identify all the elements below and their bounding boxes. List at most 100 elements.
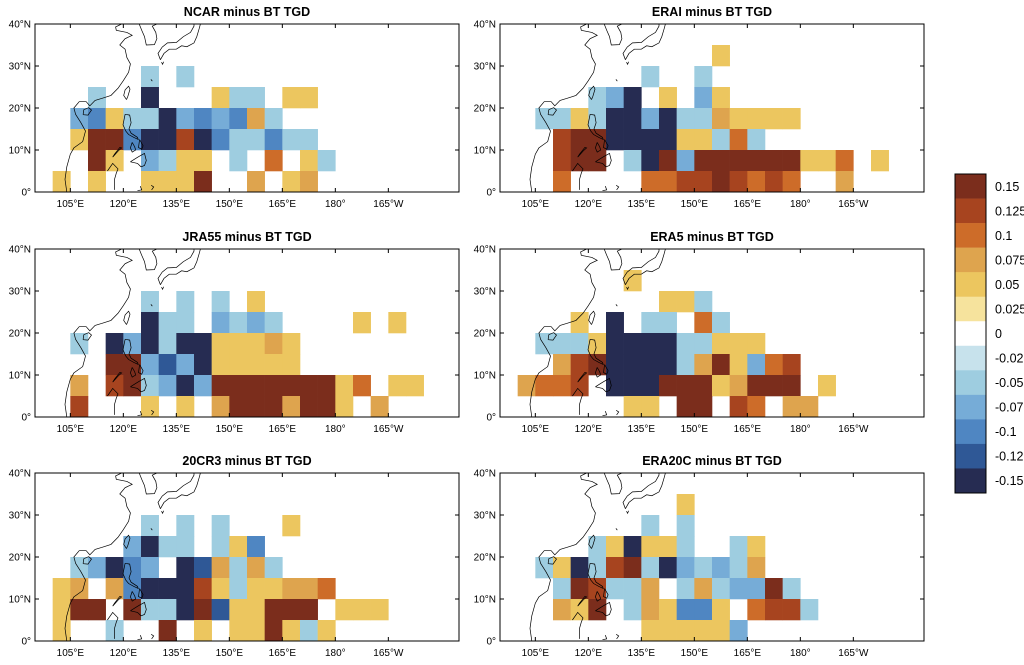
heatmap-cell bbox=[282, 129, 301, 151]
panel-title: JRA55 minus BT TGD bbox=[182, 230, 311, 244]
heatmap-cell bbox=[300, 87, 318, 109]
heatmap-cell bbox=[659, 150, 677, 172]
lon-tick-label: 135°E bbox=[163, 199, 191, 210]
heatmap-cell bbox=[694, 333, 713, 355]
heatmap-cell bbox=[335, 599, 354, 621]
heatmap-cell bbox=[105, 108, 124, 130]
heatmap-cell bbox=[712, 620, 730, 641]
heatmap-cell bbox=[765, 599, 783, 621]
heatmap-cell bbox=[105, 129, 124, 151]
coastline bbox=[161, 286, 164, 291]
coastline bbox=[138, 24, 158, 46]
heatmap-cell bbox=[229, 354, 248, 376]
heatmap-cell bbox=[282, 515, 301, 537]
heatmap-cell bbox=[553, 333, 571, 355]
heatmap-cell bbox=[282, 87, 301, 109]
colorbar-swatch bbox=[955, 198, 986, 224]
heatmap-cell bbox=[229, 536, 248, 558]
heatmap-cell bbox=[229, 150, 248, 172]
heatmap-cell bbox=[588, 578, 607, 600]
lon-tick-label: 165°E bbox=[734, 199, 762, 210]
heatmap-cell bbox=[659, 599, 677, 621]
heatmap-cell bbox=[694, 396, 713, 417]
lon-tick-label: 105°E bbox=[522, 648, 550, 659]
heatmap-cell bbox=[641, 396, 660, 417]
panel-title: NCAR minus BT TGD bbox=[184, 5, 310, 19]
heatmap-cell bbox=[388, 312, 407, 334]
heatmap-cell bbox=[229, 578, 248, 600]
heatmap-cell bbox=[282, 578, 301, 600]
heatmap-cell bbox=[123, 578, 142, 600]
heatmap-cell bbox=[606, 333, 624, 355]
heatmap-cell bbox=[641, 129, 660, 151]
lat-tick-label: 40°N bbox=[9, 469, 31, 480]
heatmap-cell bbox=[282, 171, 301, 192]
heatmap-cell bbox=[176, 150, 195, 172]
lon-tick-label: 135°E bbox=[628, 648, 656, 659]
coastline bbox=[603, 24, 623, 46]
heatmap-cell bbox=[282, 375, 301, 397]
heatmap-cell bbox=[70, 375, 89, 397]
heatmap-cell bbox=[641, 375, 660, 397]
heatmap-cell bbox=[765, 578, 783, 600]
heatmap-cell bbox=[588, 557, 607, 579]
heatmap-cell bbox=[659, 354, 677, 376]
heatmap-cell bbox=[641, 578, 660, 600]
heatmap-cell bbox=[264, 150, 283, 172]
heatmap-cell bbox=[623, 108, 642, 130]
coastline bbox=[588, 534, 596, 549]
lon-tick-label: 150°E bbox=[681, 648, 709, 659]
heatmap-cell bbox=[676, 291, 695, 313]
coastline bbox=[622, 473, 660, 509]
coastline bbox=[572, 162, 584, 190]
heatmap-cell bbox=[553, 557, 571, 579]
heatmap-cell bbox=[158, 354, 177, 376]
heatmap-cell bbox=[641, 557, 660, 579]
heatmap-cell bbox=[729, 129, 748, 151]
heatmap-cell bbox=[264, 333, 283, 355]
lon-tick-label: 165°W bbox=[373, 424, 404, 435]
coastline bbox=[64, 24, 133, 192]
coastline bbox=[626, 286, 629, 291]
heatmap-cell bbox=[606, 129, 624, 151]
heatmap-cell bbox=[158, 375, 177, 397]
heatmap-cell bbox=[553, 108, 571, 130]
heatmap-cell bbox=[105, 578, 124, 600]
heatmap-cell bbox=[247, 291, 265, 313]
coastline bbox=[615, 304, 618, 307]
coastline bbox=[123, 534, 131, 549]
heatmap-cell bbox=[282, 354, 301, 376]
heatmap-cell bbox=[194, 108, 212, 130]
heatmap-cell bbox=[517, 375, 536, 397]
heatmap-cell bbox=[641, 333, 660, 355]
lon-tick-label: 120°E bbox=[575, 199, 603, 210]
coastline bbox=[137, 185, 143, 192]
colorbar-swatch bbox=[955, 174, 986, 199]
heatmap-cell bbox=[712, 150, 730, 172]
heatmap-cell bbox=[264, 108, 283, 130]
heatmap-cell bbox=[317, 578, 336, 600]
heatmap-cell bbox=[353, 312, 371, 334]
lat-tick-label: 30°N bbox=[474, 287, 496, 298]
coastline bbox=[572, 387, 584, 415]
heatmap-cell bbox=[676, 375, 695, 397]
heatmap-cell bbox=[535, 333, 554, 355]
heatmap-cell bbox=[194, 150, 212, 172]
coastline bbox=[622, 24, 660, 60]
heatmap-cell bbox=[623, 396, 642, 417]
coastline bbox=[150, 79, 153, 82]
coastline bbox=[603, 249, 623, 271]
heatmap-cell bbox=[88, 171, 106, 192]
heatmap-cell bbox=[606, 87, 624, 109]
heatmap-cell bbox=[659, 557, 677, 579]
heatmap-cell bbox=[158, 333, 177, 355]
coastline bbox=[615, 528, 618, 531]
lon-tick-label: 180° bbox=[790, 424, 811, 435]
heatmap-cell bbox=[141, 150, 159, 172]
heatmap-cell bbox=[747, 171, 766, 192]
coastline bbox=[595, 152, 612, 168]
heatmap-cell bbox=[247, 620, 265, 641]
heatmap-cell bbox=[105, 557, 124, 579]
heatmap-cell bbox=[694, 312, 713, 334]
lat-tick-label: 0° bbox=[21, 637, 31, 648]
